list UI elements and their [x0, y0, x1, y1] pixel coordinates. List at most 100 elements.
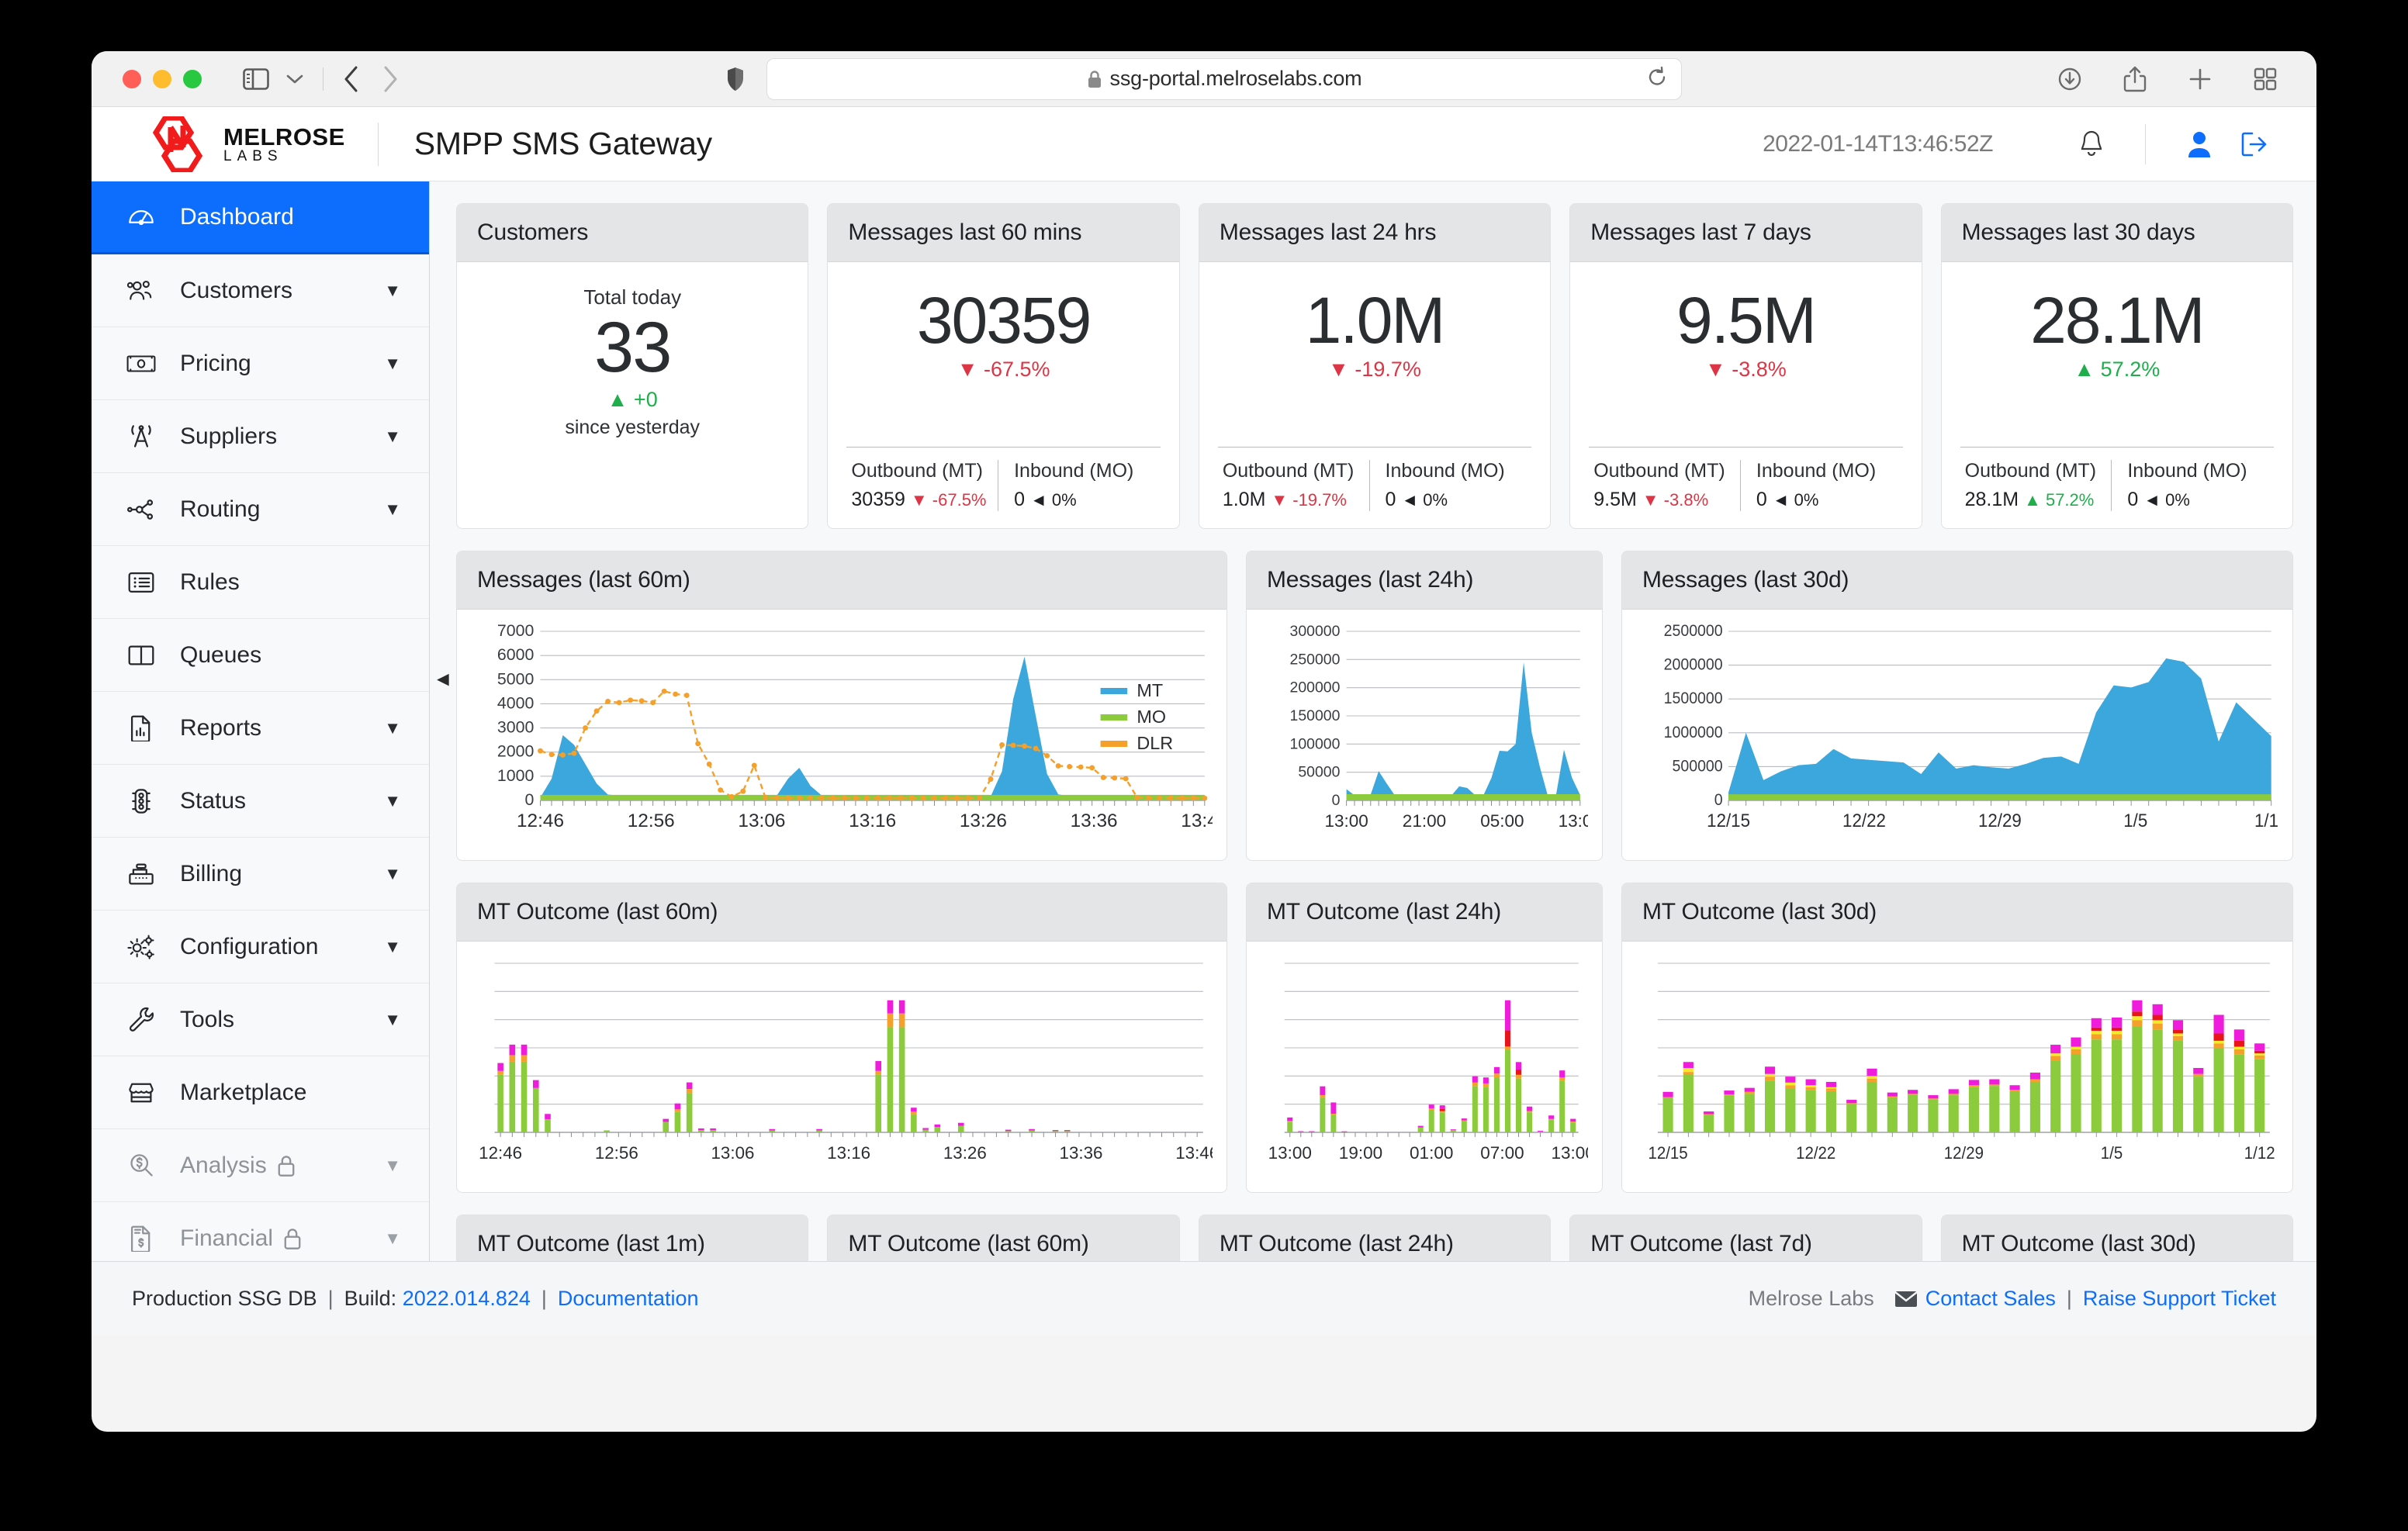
url-input[interactable]: ssg-portal.melroselabs.com — [766, 57, 1682, 100]
list-card-icon — [124, 565, 158, 600]
app-header: MELROSE LABS SMPP SMS Gateway 2022-01-14… — [92, 107, 2316, 181]
sidebar-item-tools[interactable]: Tools ▼ — [92, 983, 429, 1056]
footer-build-link[interactable]: 2022.014.824 — [402, 1287, 531, 1310]
svg-text:12/29: 12/29 — [1978, 810, 2022, 831]
scroll-left-arrow-icon[interactable]: ◄ — [433, 667, 453, 690]
chevron-down-icon[interactable]: ▼ — [384, 499, 401, 519]
sidebar-item-dashboard[interactable]: Dashboard — [92, 181, 429, 254]
chevron-down-icon[interactable]: ▼ — [384, 717, 401, 738]
svg-text:01:00: 01:00 — [1410, 1143, 1453, 1163]
sidebar-item-label: Marketplace — [180, 1080, 401, 1106]
sidebar-item-analysis[interactable]: Analysis ▼ — [92, 1129, 429, 1202]
chart-card-outcome-60m[interactable]: MT Outcome (last 60m) 12:46 12:56 13:06 13:… — [456, 883, 1227, 1193]
chart-card-messages-24h[interactable]: Messages (last 24h) 0 50000 100000 150000 20… — [1246, 551, 1603, 861]
svg-text:50000: 50000 — [1298, 765, 1340, 781]
kpi-top: 1.0M ▼ -19.7% — [1218, 276, 1531, 382]
kpi-delta-arrow: ▲ — [607, 388, 628, 412]
sidebar-item-text: Routing — [180, 496, 261, 522]
minimize-window-button[interactable] — [153, 69, 171, 88]
kpi-outbound-col: Outbound (MT) 28.1M ▲ 57.2% — [1960, 460, 2112, 511]
reload-icon[interactable] — [1647, 66, 1667, 92]
kpi-card-4[interactable]: Messages last 30 days 28.1M ▲ 57.2% Outbou… — [1940, 203, 2294, 529]
sidebar-item-text: Customers — [180, 277, 293, 303]
footer-documentation-link[interactable]: Documentation — [557, 1287, 699, 1310]
kpi-inbound-value: 0 ◄ 0% — [1014, 489, 1156, 511]
kpi-value: 9.5M — [1676, 284, 1817, 357]
stub-card-4[interactable]: MT Outcome (last 30d) — [1940, 1215, 2294, 1261]
sidebar-item-financial[interactable]: Financial ▼ — [92, 1202, 429, 1261]
downloads-icon[interactable] — [2053, 62, 2087, 96]
notification-bell-icon[interactable] — [2064, 130, 2119, 159]
dashboard-main: ◄ Customers Total today 33 ▲ +0 since yester… — [430, 181, 2316, 1261]
kpi-outbound-col: Outbound (MT) 9.5M ▼ -3.8% — [1589, 460, 1740, 511]
kpi-outbound-label: Outbound (MT) — [1964, 460, 2097, 482]
chevron-down-icon[interactable]: ▼ — [384, 790, 401, 810]
chart-card-messages-30d[interactable]: Messages (last 30d) 0 500000 1000000 150000… — [1621, 551, 2293, 861]
sidebar-item-queues[interactable]: Queues — [92, 619, 429, 692]
stub-card-0[interactable]: MT Outcome (last 1m) — [456, 1215, 809, 1261]
new-tab-icon[interactable] — [2183, 62, 2217, 96]
forward-chevron-icon[interactable] — [373, 62, 407, 96]
maximize-window-button[interactable] — [183, 69, 202, 88]
kpi-card-1[interactable]: Messages last 60 mins 30359 ▼ -67.5% Outbo… — [827, 203, 1180, 529]
svg-text:1/5: 1/5 — [2123, 810, 2147, 831]
window-controls[interactable] — [123, 69, 202, 88]
svg-text:12:56: 12:56 — [595, 1143, 638, 1163]
sidebar-item-routing[interactable]: Routing ▼ — [92, 473, 429, 546]
stub-card-2[interactable]: MT Outcome (last 24h) — [1198, 1215, 1552, 1261]
footer-separator-3: | — [2066, 1287, 2072, 1310]
chevron-down-icon[interactable] — [278, 62, 312, 96]
sidebar-item-reports[interactable]: Reports ▼ — [92, 692, 429, 765]
kpi-card-3[interactable]: Messages last 7 days 9.5M ▼ -3.8% Outbound… — [1569, 203, 1922, 529]
sidebar-toggle-icon[interactable] — [239, 62, 273, 96]
chart-title-messages-24h: Messages (last 24h) — [1247, 551, 1602, 610]
chart-messages-30d: 0 500000 1000000 1500000 2000000 2500000 12/15… — [1664, 622, 2278, 831]
kpi-delta: ▼ -3.8% — [1589, 358, 1902, 382]
chart-card-outcome-24h[interactable]: MT Outcome (last 24h) 13:00 19:00 01:00 07:… — [1246, 883, 1603, 1193]
svg-text:2000000: 2000000 — [1664, 656, 1723, 674]
footer-contact-sales-link[interactable]: Contact Sales — [1925, 1287, 2056, 1310]
sidebar-item-text: Tools — [180, 1006, 235, 1032]
sidebar-item-customers[interactable]: Customers ▼ — [92, 254, 429, 327]
kpi-title: Messages last 60 mins — [828, 204, 1179, 262]
privacy-shield-icon[interactable] — [726, 67, 748, 92]
kpi-top: 28.1M ▲ 57.2% — [1960, 276, 2274, 382]
chevron-down-icon[interactable]: ▼ — [384, 426, 401, 446]
chevron-down-icon[interactable]: ▼ — [384, 936, 401, 956]
main-scrollbar[interactable] — [430, 181, 434, 1261]
close-window-button[interactable] — [123, 69, 141, 88]
chevron-down-icon[interactable]: ▼ — [384, 1155, 401, 1175]
sidebar-item-configuration[interactable]: Configuration ▼ — [92, 911, 429, 983]
svg-text:12/15: 12/15 — [1707, 810, 1750, 831]
footer-support-ticket-link[interactable]: Raise Support Ticket — [2082, 1287, 2276, 1310]
share-icon[interactable] — [2118, 62, 2152, 96]
chart-card-messages-60m[interactable]: Messages (last 60m) 0 1000 2000 3000 4000 500… — [456, 551, 1227, 861]
brand-logo[interactable]: MELROSE LABS — [147, 115, 345, 173]
kpi-card-0[interactable]: Customers Total today 33 ▲ +0 since yesterda… — [456, 203, 809, 529]
ib-delta: ◄ 0% — [1029, 490, 1077, 510]
chevron-down-icon[interactable]: ▼ — [384, 1009, 401, 1029]
chevron-down-icon[interactable]: ▼ — [384, 280, 401, 300]
chart-card-outcome-30d[interactable]: MT Outcome (last 30d) 12/15 12/22 12/29 1/5… — [1621, 883, 2293, 1193]
svg-text:13:16: 13:16 — [827, 1143, 870, 1163]
user-account-icon[interactable] — [2172, 130, 2226, 159]
chart-title-messages-30d: Messages (last 30d) — [1622, 551, 2292, 610]
kpi-card-2[interactable]: Messages last 24 hrs 1.0M ▼ -19.7% Outboun… — [1198, 203, 1552, 529]
logout-icon[interactable] — [2226, 130, 2281, 158]
traffic-light-icon — [124, 784, 158, 818]
sidebar-item-status[interactable]: Status ▼ — [92, 765, 429, 838]
stub-card-1[interactable]: MT Outcome (last 60m) — [827, 1215, 1180, 1261]
back-chevron-icon[interactable] — [334, 62, 368, 96]
chevron-down-icon[interactable]: ▼ — [384, 353, 401, 373]
stub-card-3[interactable]: MT Outcome (last 7d) — [1569, 1215, 1922, 1261]
kpi-delta-value: -3.8% — [1732, 357, 1787, 381]
sidebar-item-suppliers[interactable]: Suppliers ▼ — [92, 400, 429, 473]
sidebar-item-rules[interactable]: Rules — [92, 546, 429, 619]
sidebar-item-billing[interactable]: Billing ▼ — [92, 838, 429, 911]
sidebar-item-marketplace[interactable]: Marketplace — [92, 1056, 429, 1129]
sidebar-item-pricing[interactable]: Pricing ▼ — [92, 327, 429, 400]
chevron-down-icon[interactable]: ▼ — [384, 1228, 401, 1248]
ob-delta: ▼ -67.5% — [910, 490, 987, 510]
tab-overview-icon[interactable] — [2248, 62, 2282, 96]
chevron-down-icon[interactable]: ▼ — [384, 863, 401, 883]
